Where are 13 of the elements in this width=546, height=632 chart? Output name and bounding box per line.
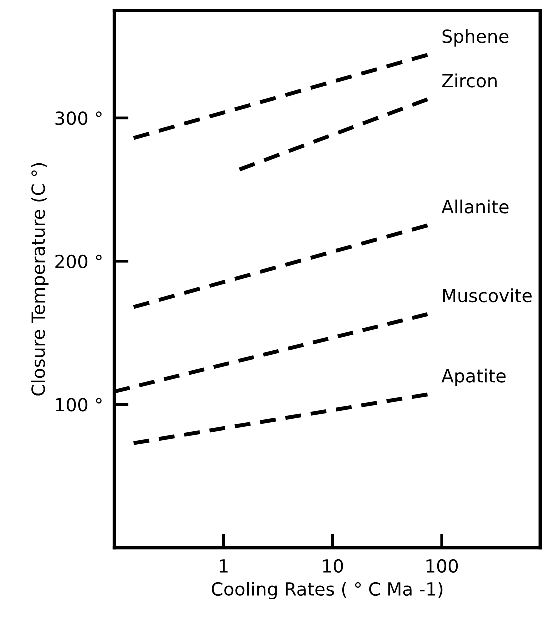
series-label: Allanite bbox=[442, 200, 509, 214]
x-tick-label: 10 bbox=[323, 559, 344, 574]
series-label: Apatite bbox=[442, 368, 506, 386]
series-label: Muscovite bbox=[443, 288, 532, 303]
x-axis-title: Cooling Rates ( ° C Ma -1) bbox=[212, 582, 443, 600]
y-tick-label: 200 ° bbox=[56, 254, 102, 269]
y-tick-label: 100 ° bbox=[56, 398, 102, 412]
y-tick-label: 300 ° bbox=[56, 112, 102, 126]
x-tick-label: 100 bbox=[426, 559, 458, 574]
series-label: Zircon bbox=[442, 74, 497, 88]
series-label: Sphene bbox=[442, 29, 509, 47]
x-tick-label: 1 bbox=[220, 560, 228, 573]
y-axis-title: Closure Temperature (C °) bbox=[31, 163, 49, 396]
